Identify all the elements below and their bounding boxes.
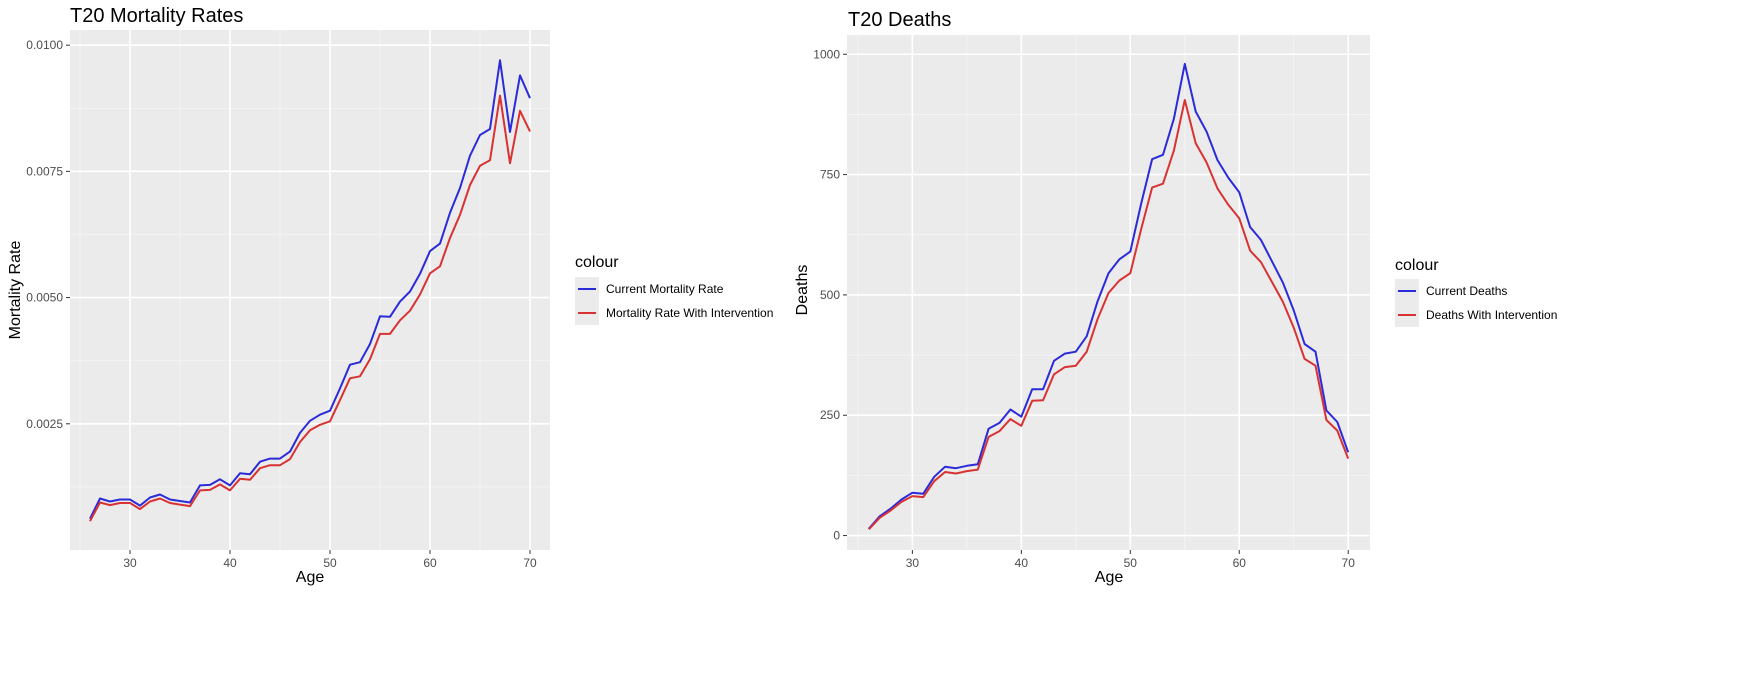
chart-title: T20 Deaths: [848, 9, 951, 31]
x-tick-label: 40: [1015, 556, 1029, 570]
plot-panel: [70, 30, 550, 550]
x-tick-label: 50: [1124, 556, 1138, 570]
x-tick-label: 70: [1342, 556, 1356, 570]
gridlines: [70, 30, 550, 550]
x-tick-label: 30: [906, 556, 920, 570]
y-axis-title: Deaths: [794, 265, 811, 316]
y-tick-label: 1000: [813, 47, 840, 61]
series-lines: [89, 59, 531, 522]
y-tick-label: 0.0025: [26, 417, 63, 431]
series-line: [89, 59, 531, 520]
series-lines: [868, 62, 1350, 530]
legend: colour Current Mortality Rate Mortality …: [575, 254, 773, 325]
x-axis-title: Age: [1095, 569, 1124, 586]
legend-label: Current Deaths: [1426, 284, 1507, 298]
legend-label: Current Mortality Rate: [606, 282, 724, 296]
legend-label: Mortality Rate With Intervention: [606, 306, 773, 320]
y-tick-label: 0.0100: [26, 38, 63, 52]
y-tick-label: 0.0075: [26, 164, 63, 178]
x-axis-ticks: 30 40 50 60 70: [123, 550, 537, 570]
y-tick-label: 250: [820, 408, 840, 422]
y-axis-ticks: 0.0025 0.0050 0.0075 0.0100: [26, 38, 70, 431]
y-tick-label: 500: [820, 288, 840, 302]
y-axis-title: Mortality Rate: [7, 241, 24, 340]
deaths-chart: T20 Deaths 30 40 50 60 70 0 250 500 750 1000 Age…: [794, 9, 1557, 586]
series-line: [89, 94, 531, 522]
x-tick-label: 30: [123, 556, 137, 570]
y-tick-label: 750: [820, 168, 840, 182]
x-tick-label: 40: [223, 556, 237, 570]
x-axis-title: Age: [296, 569, 325, 586]
chart-title: T20 Mortality Rates: [70, 5, 243, 27]
y-tick-label: 0: [833, 529, 840, 543]
legend-title: colour: [1395, 257, 1439, 274]
x-tick-label: 70: [523, 556, 537, 570]
x-tick-label: 60: [1233, 556, 1247, 570]
series-line: [868, 62, 1350, 530]
y-axis-ticks: 0 250 500 750 1000: [813, 47, 847, 543]
mortality-rates-chart: T20 Mortality Rates 30 40 50 60 70 0.00250.0…: [7, 5, 773, 586]
legend: colour Current Deaths Deaths With Interv…: [1395, 257, 1557, 327]
y-tick-label: 0.0050: [26, 291, 63, 305]
series-line: [868, 99, 1350, 530]
legend-title: colour: [575, 254, 619, 271]
x-tick-label: 60: [423, 556, 437, 570]
x-tick-label: 50: [323, 556, 337, 570]
legend-label: Deaths With Intervention: [1426, 308, 1557, 322]
x-axis-ticks: 30 40 50 60 70: [906, 550, 1356, 570]
